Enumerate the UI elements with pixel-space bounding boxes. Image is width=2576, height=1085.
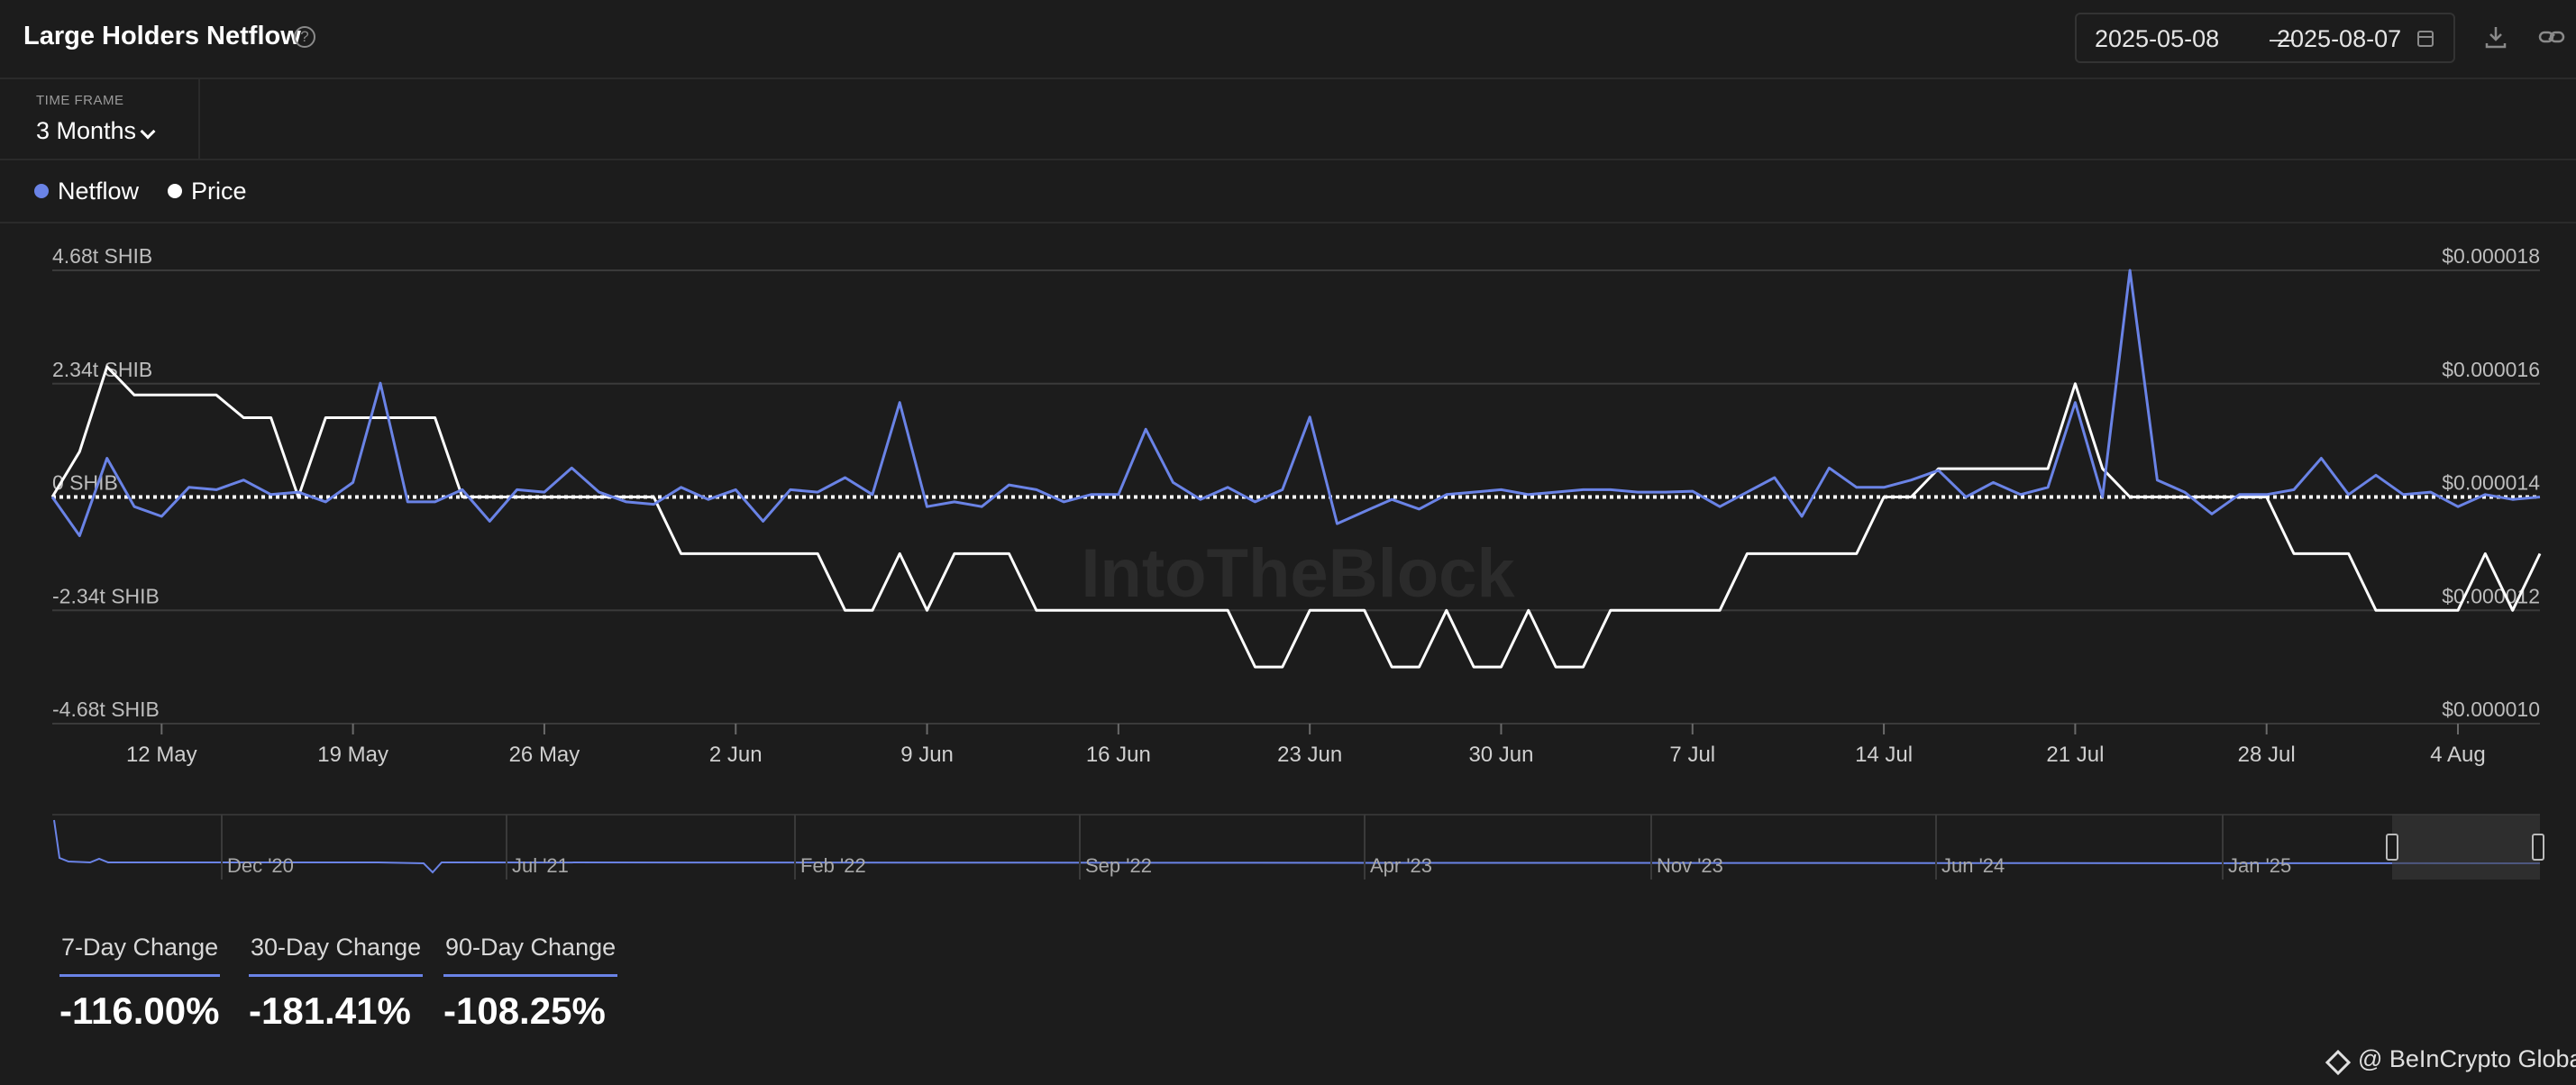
x-tick-label: 30 Jun [1468, 743, 1533, 767]
x-tick-label: 16 Jun [1086, 743, 1151, 767]
netflow-dot-icon [34, 184, 49, 198]
stat-7-day[interactable]: 7-Day Change -116.00% [59, 934, 221, 1033]
x-tick-label: 2 Jun [709, 743, 763, 767]
y-right-tick-label: $0.000018 [2442, 244, 2540, 268]
price-dot-icon [168, 184, 182, 198]
stat-30-day[interactable]: 30-Day Change -181.41% [249, 934, 424, 1033]
legend-item-netflow[interactable]: Netflow [34, 175, 139, 207]
y-right-tick-label: $0.000016 [2442, 358, 2540, 381]
navigator-handle-right[interactable] [2532, 834, 2544, 861]
date-range-picker[interactable]: 2025-05-08 — 2025-08-07 [2075, 13, 2455, 63]
header-bar: Large Holders Netflow ? 2025-05-08 — 202… [0, 0, 2576, 79]
navigator-label: Nov '23 [1657, 854, 1723, 877]
legend-label: Netflow [58, 177, 140, 205]
navigator-label: Jan '25 [2228, 854, 2291, 877]
x-tick-label: 12 May [126, 743, 197, 767]
navigator-label: Feb '22 [800, 854, 866, 877]
stat-value: -181.41% [249, 989, 411, 1032]
x-tick-label: 21 Jul [2046, 743, 2104, 767]
stat-label: 90-Day Change [443, 934, 618, 977]
navigator-label: Jun '24 [1941, 854, 2005, 877]
y-left-tick-label: -2.34t SHIB [52, 584, 160, 607]
x-tick-label: 14 Jul [1855, 743, 1913, 767]
navigator-handle-left[interactable] [2386, 834, 2398, 861]
x-tick-label: 9 Jun [900, 743, 954, 767]
x-tick-label: 7 Jul [1669, 743, 1715, 767]
calendar-icon [2417, 31, 2434, 47]
link-icon[interactable] [2536, 22, 2567, 52]
timeframe-value: 3 Months [36, 117, 137, 144]
beincrypto-logo-icon [2325, 1049, 2352, 1076]
navigator-label: Jul '21 [512, 854, 569, 877]
navigator-series-line [53, 819, 2541, 874]
price-series-line [50, 365, 2542, 669]
stat-value: -108.25% [443, 989, 606, 1032]
navigator-label: Apr '23 [1370, 854, 1432, 877]
y-left-tick-label: 4.68t SHIB [52, 244, 152, 268]
page-title: Large Holders Netflow [23, 22, 301, 50]
y-right-tick-label: $0.000012 [2442, 584, 2540, 607]
credit-text: @ BeInCrypto Global [2358, 1045, 2576, 1072]
y-right-tick-label: $0.000014 [2442, 471, 2540, 495]
navigator-label: Sep '22 [1085, 854, 1152, 877]
date-to: 2025-08-07 [2277, 25, 2402, 52]
legend-label: Price [191, 177, 247, 205]
stat-label: 30-Day Change [249, 934, 424, 977]
date-from: 2025-05-08 [2095, 25, 2220, 52]
divider [0, 159, 2576, 160]
divider [0, 222, 2576, 223]
timeframe-label: TIME FRAME [36, 93, 124, 108]
y-left-tick-label: 0 SHIB [52, 471, 118, 495]
x-tick-label: 23 Jun [1277, 743, 1342, 767]
legend-item-price[interactable]: Price [168, 175, 247, 207]
y-right-tick-label: $0.000010 [2442, 698, 2540, 721]
download-icon[interactable] [2480, 22, 2511, 52]
range-navigator[interactable]: Dec '20 Jul '21 Feb '22 Sep '22 Apr '23 Nov '… [52, 814, 2544, 880]
x-tick-label: 28 Jul [2238, 743, 2296, 767]
help-icon[interactable]: ? [294, 26, 315, 48]
netflow-series-line [50, 269, 2541, 537]
watermark: IntoTheBlock [1081, 535, 1515, 612]
stat-value: -116.00% [59, 989, 220, 1032]
navigator-selection[interactable] [2392, 815, 2540, 880]
x-tick-label: 4 Aug [2430, 743, 2485, 767]
y-left-tick-label: -4.68t SHIB [52, 698, 160, 721]
navigator-label: Dec '20 [227, 854, 294, 877]
stat-label: 7-Day Change [59, 934, 221, 977]
x-tick-label: 26 May [509, 743, 580, 767]
date-separator: — [2270, 25, 2294, 52]
x-tick-label: 19 May [317, 743, 388, 767]
stat-90-day[interactable]: 90-Day Change -108.25% [443, 934, 618, 1033]
